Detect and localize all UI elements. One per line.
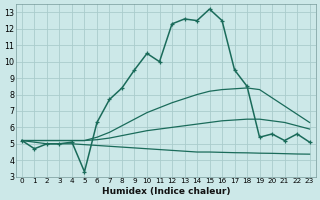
X-axis label: Humidex (Indice chaleur): Humidex (Indice chaleur) bbox=[101, 187, 230, 196]
